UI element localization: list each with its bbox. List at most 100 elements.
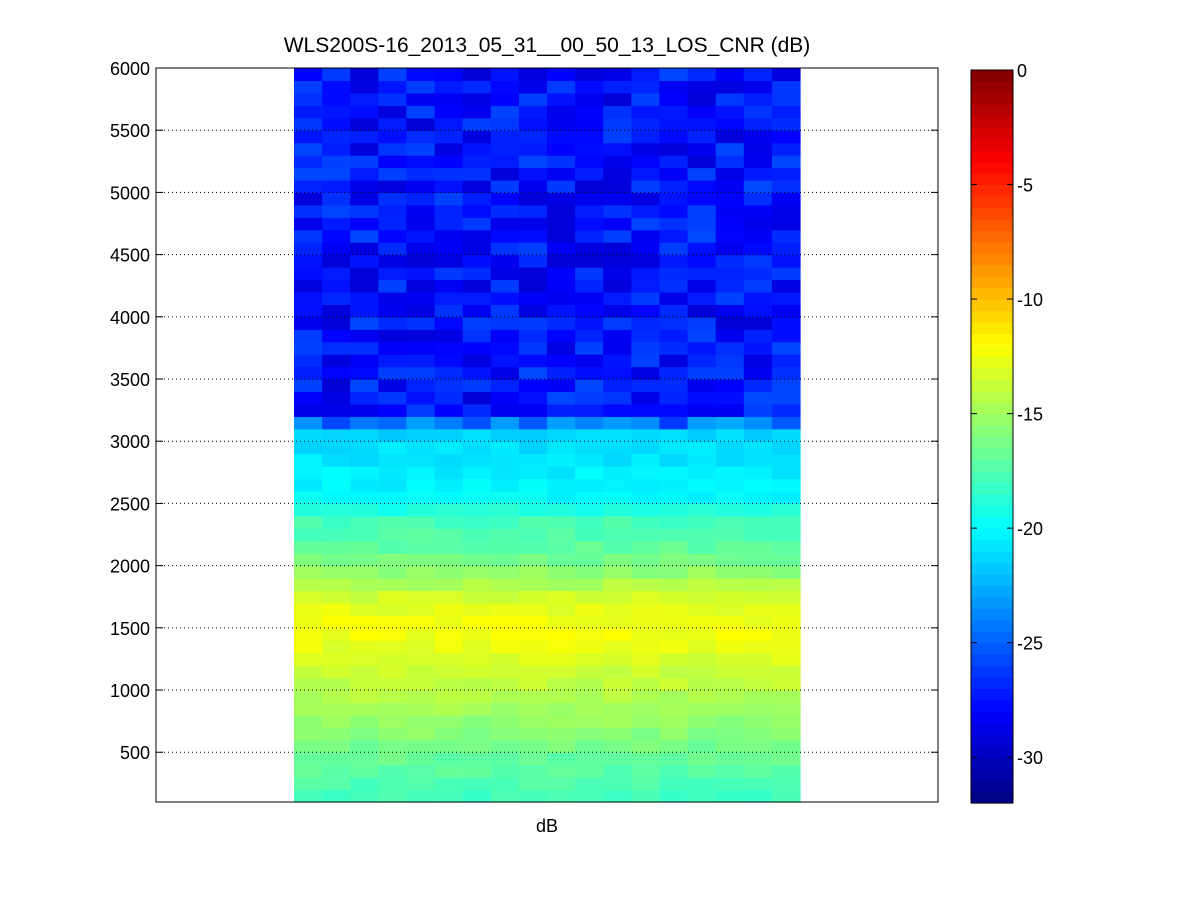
heatmap-cell	[715, 478, 745, 492]
heatmap-cell	[575, 540, 604, 554]
heatmap-cell	[631, 279, 661, 293]
heatmap-cell	[603, 615, 632, 629]
heatmap-cell	[631, 714, 661, 728]
colorbar-strip	[971, 310, 1013, 323]
heatmap-cell	[350, 80, 379, 94]
colorbar-strip	[971, 482, 1013, 495]
heatmap-cell	[575, 379, 604, 393]
heatmap-cell	[518, 379, 548, 393]
heatmap-cell	[518, 777, 548, 791]
heatmap-cell	[378, 179, 408, 194]
heatmap-cell	[603, 217, 632, 231]
heatmap-cell	[687, 777, 717, 791]
heatmap-cell	[378, 267, 408, 281]
heatmap-cell	[687, 192, 717, 206]
heatmap-cell	[715, 217, 745, 231]
heatmap-cell	[547, 279, 576, 293]
heatmap-cell	[659, 179, 689, 194]
heatmap-cell	[659, 466, 689, 480]
heatmap-cell	[378, 217, 408, 231]
heatmap-cell	[687, 528, 717, 542]
heatmap-cell	[715, 490, 745, 505]
heatmap-cell	[771, 453, 801, 467]
heatmap-cell	[350, 777, 379, 791]
heatmap-cell	[406, 777, 436, 791]
heatmap-cell	[294, 68, 323, 82]
heatmap-cell	[350, 242, 379, 256]
heatmap-cell	[575, 565, 604, 579]
heatmap-cell	[462, 105, 492, 119]
heatmap-cell	[518, 416, 548, 430]
heatmap-cell	[631, 590, 661, 604]
heatmap-cell	[490, 105, 520, 119]
heatmap-cell	[350, 739, 379, 753]
heatmap-cell	[603, 453, 632, 467]
heatmap-cell	[743, 117, 773, 131]
heatmap-cell	[603, 403, 632, 417]
heatmap-cell	[462, 242, 492, 256]
colorbar-strip	[971, 253, 1013, 266]
heatmap-cell	[631, 117, 661, 131]
heatmap-cell	[378, 316, 408, 330]
heatmap-cell	[322, 391, 351, 405]
colorbar-strip	[971, 654, 1013, 667]
heatmap-cell	[378, 578, 408, 592]
heatmap-cell	[743, 665, 773, 679]
heatmap-cell	[771, 142, 801, 156]
heatmap-cell	[462, 316, 492, 330]
heatmap-cell	[575, 341, 604, 355]
heatmap-cell	[294, 167, 323, 181]
heatmap-cell	[462, 515, 492, 529]
heatmap-cell	[771, 752, 801, 766]
heatmap-cell	[350, 665, 379, 679]
heatmap-cell	[575, 254, 604, 268]
heatmap-cell	[659, 602, 689, 616]
heatmap-cell	[378, 677, 408, 691]
colorbar-strip	[971, 413, 1013, 426]
heatmap-cell	[378, 441, 408, 455]
heatmap-cell	[294, 204, 323, 218]
heatmap-cell	[547, 553, 576, 567]
heatmap-cell	[350, 68, 379, 82]
heatmap-cell	[743, 80, 773, 94]
heatmap-cell	[603, 379, 632, 393]
heatmap-cell	[406, 416, 436, 430]
colorbar-strip	[971, 367, 1013, 380]
heatmap-cell	[575, 515, 604, 529]
heatmap-cell	[603, 316, 632, 330]
heatmap-cell	[490, 478, 520, 492]
heatmap-cell	[322, 105, 351, 119]
heatmap-cell	[687, 453, 717, 467]
heatmap-cell	[462, 117, 492, 131]
heatmap-cell	[547, 92, 576, 106]
heatmap-cell	[715, 354, 745, 368]
heatmap-cell	[715, 179, 745, 194]
colorbar-strip	[971, 264, 1013, 277]
heatmap-cell	[322, 229, 351, 243]
heatmap-cell	[743, 142, 773, 156]
heatmap-cell	[687, 540, 717, 554]
y-tick-label: 3000	[110, 432, 150, 452]
colorbar-strip	[971, 81, 1013, 94]
heatmap-cell	[378, 764, 408, 778]
heatmap-cell	[771, 379, 801, 393]
heatmap-cell	[575, 590, 604, 604]
heatmap-cell	[350, 428, 379, 442]
heatmap-cell	[378, 279, 408, 293]
heatmap-cell	[547, 105, 576, 119]
heatmap-cell	[434, 640, 464, 654]
colorbar-strip	[971, 70, 1013, 83]
heatmap-cell	[406, 379, 436, 393]
heatmap-cell	[378, 727, 408, 741]
heatmap-cell	[322, 304, 351, 318]
heatmap-cell	[462, 752, 492, 766]
colorbar-strip	[971, 505, 1013, 518]
heatmap-cell	[771, 155, 801, 169]
heatmap-cell	[406, 192, 436, 206]
heatmap-cell	[518, 764, 548, 778]
heatmap-cell	[771, 690, 801, 704]
heatmap-cell	[603, 279, 632, 293]
heatmap-cell	[575, 229, 604, 243]
heatmap-cell	[743, 528, 773, 542]
